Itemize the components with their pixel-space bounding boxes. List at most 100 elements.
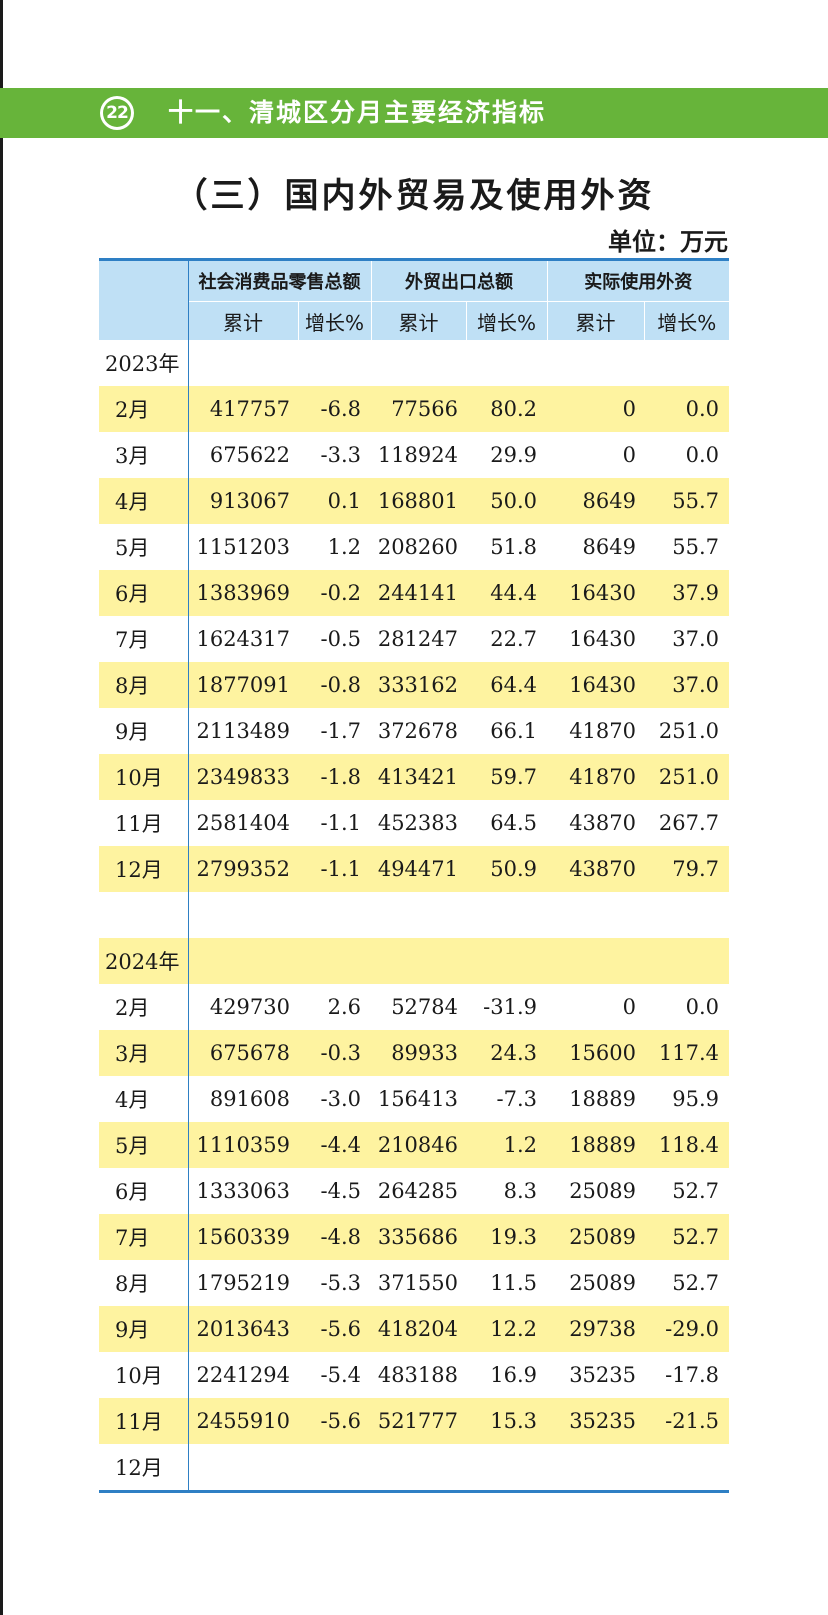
cell-retail-cumulative: 1151203	[196, 535, 290, 559]
cell-investment-cumulative: 35235	[569, 1363, 636, 1387]
cell-investment-growth: 251.0	[658, 719, 719, 743]
row-label: 3月	[99, 1030, 189, 1076]
cell-retail-growth: -5.3	[320, 1271, 362, 1295]
cell-investment-growth: 52.7	[672, 1179, 719, 1203]
cell-export-growth: 12.2	[466, 1306, 547, 1352]
table-row: 10月 2349833 -1.8 413421 59.7 41870 251.0	[99, 754, 729, 800]
cell-retail-cumulative: 2799352	[188, 846, 298, 892]
cell-export-cumulative	[371, 340, 466, 386]
year-label: 2023年	[99, 340, 189, 386]
cell-export-cumulative: 413421	[371, 754, 466, 800]
cell-retail-cumulative: 2455910	[188, 1398, 298, 1444]
cell-export-growth: -31.9	[483, 995, 537, 1019]
subheader-growth: 增长%	[465, 301, 547, 340]
chapter-title: 十一、清城区分月主要经济指标	[168, 98, 547, 127]
table-row: 11月 2581404 -1.1 452383 64.5 43870 267.7	[99, 800, 729, 846]
header-group-retail: 社会消费品零售总额	[187, 258, 371, 302]
cell-export-cumulative: 483188	[377, 1363, 458, 1387]
cell-export-growth: 22.7	[490, 627, 537, 651]
table-row: 8月 1877091 -0.8 333162 64.4 16430 37.0	[99, 662, 729, 708]
cell-investment-cumulative: 25089	[569, 1179, 636, 1203]
cell-export-cumulative: 372678	[377, 719, 458, 743]
table-row: 6月 1383969 -0.2 244141 44.4 16430 37.9	[99, 570, 729, 616]
cell-retail-cumulative: 1383969	[188, 570, 298, 616]
cell-retail-growth: 2.6	[327, 995, 361, 1019]
cell-export-cumulative: 335686	[371, 1214, 466, 1260]
cell-export-cumulative: 264285	[377, 1179, 458, 1203]
cell-retail-cumulative	[188, 1444, 298, 1493]
year-row: 2023年	[99, 340, 729, 386]
year-row: 2024年	[99, 938, 729, 984]
table-row: 7月 1624317 -0.5 281247 22.7 16430 37.0	[99, 616, 729, 662]
cell-investment-growth	[644, 340, 729, 386]
cell-investment-growth: 52.7	[644, 1214, 729, 1260]
cell-investment-cumulative: 29738	[547, 1306, 644, 1352]
cell-retail-growth: -0.2	[298, 570, 371, 616]
cell-export-growth	[466, 938, 547, 984]
cell-export-growth: 66.1	[490, 719, 537, 743]
cell-export-cumulative	[371, 892, 466, 938]
cell-investment-cumulative: 8649	[547, 478, 644, 524]
cell-retail-growth: -0.5	[320, 627, 362, 651]
row-label: 3月	[99, 432, 189, 478]
spacer-row	[99, 892, 729, 938]
row-label: 7月	[99, 1214, 189, 1260]
cell-investment-growth: 0.0	[644, 386, 729, 432]
cell-export-growth: 44.4	[466, 570, 547, 616]
cell-export-growth: 80.2	[466, 386, 547, 432]
cell-retail-growth	[298, 1444, 371, 1493]
cell-retail-cumulative: 913067	[188, 478, 298, 524]
row-label: 4月	[99, 478, 189, 524]
cell-investment-cumulative: 18889	[547, 1122, 644, 1168]
table-row: 2月 429730 2.6 52784 -31.9 0 0.0	[99, 984, 729, 1030]
cell-investment-cumulative: 0	[622, 995, 636, 1019]
cell-investment-cumulative: 41870	[569, 719, 636, 743]
row-label	[99, 892, 189, 938]
cell-export-growth: -7.3	[496, 1087, 538, 1111]
chapter-banner	[0, 88, 828, 138]
subheader-cumulative: 累计	[546, 301, 644, 340]
cell-investment-cumulative: 16430	[547, 662, 644, 708]
row-label: 10月	[99, 754, 189, 800]
cell-retail-growth: -3.0	[320, 1087, 362, 1111]
cell-retail-growth	[298, 938, 371, 984]
cell-retail-cumulative: 2013643	[188, 1306, 298, 1352]
unit-label: 单位：万元	[608, 228, 728, 256]
cell-retail-cumulative	[188, 892, 298, 938]
cell-investment-cumulative	[547, 340, 644, 386]
cell-retail-cumulative: 1877091	[188, 662, 298, 708]
cell-retail-cumulative: 891608	[209, 1087, 290, 1111]
table-row: 10月 2241294 -5.4 483188 16.9 35235 -17.8	[99, 1352, 729, 1398]
cell-export-growth	[466, 1444, 547, 1493]
table-row: 2月 417757 -6.8 77566 80.2 0 0.0	[99, 386, 729, 432]
table-header: 社会消费品零售总额 外贸出口总额 实际使用外资 累计 增长% 累计 增长% 累计…	[99, 258, 729, 340]
cell-investment-cumulative: 41870	[547, 754, 644, 800]
cell-export-cumulative: 210846	[371, 1122, 466, 1168]
row-label: 2月	[99, 984, 189, 1030]
cell-export-growth: 64.4	[466, 662, 547, 708]
cell-investment-cumulative	[547, 938, 644, 984]
table-row: 4月 913067 0.1 168801 50.0 8649 55.7	[99, 478, 729, 524]
subheader-growth: 增长%	[297, 301, 371, 340]
cell-retail-growth: -1.1	[298, 846, 371, 892]
row-label: 4月	[99, 1076, 189, 1122]
cell-export-growth	[466, 892, 547, 938]
page-left-border	[0, 0, 3, 1615]
cell-investment-growth: 251.0	[644, 754, 729, 800]
cell-export-growth: 1.2	[466, 1122, 547, 1168]
cell-investment-growth: 37.0	[644, 662, 729, 708]
cell-export-cumulative: 521777	[371, 1398, 466, 1444]
cell-export-growth: 19.3	[466, 1214, 547, 1260]
cell-export-growth: 8.3	[503, 1179, 537, 1203]
table-row: 7月 1560339 -4.8 335686 19.3 25089 52.7	[99, 1214, 729, 1260]
cell-investment-growth: 0.0	[685, 443, 719, 467]
cell-investment-growth: 117.4	[644, 1030, 729, 1076]
cell-retail-cumulative: 675678	[188, 1030, 298, 1076]
cell-export-growth: 59.7	[466, 754, 547, 800]
cell-export-cumulative: 452383	[377, 811, 458, 835]
cell-retail-growth: -1.7	[320, 719, 362, 743]
cell-investment-growth: -17.8	[665, 1363, 719, 1387]
cell-export-cumulative: 244141	[371, 570, 466, 616]
cell-export-cumulative: 281247	[377, 627, 458, 651]
cell-export-cumulative	[371, 1444, 466, 1493]
